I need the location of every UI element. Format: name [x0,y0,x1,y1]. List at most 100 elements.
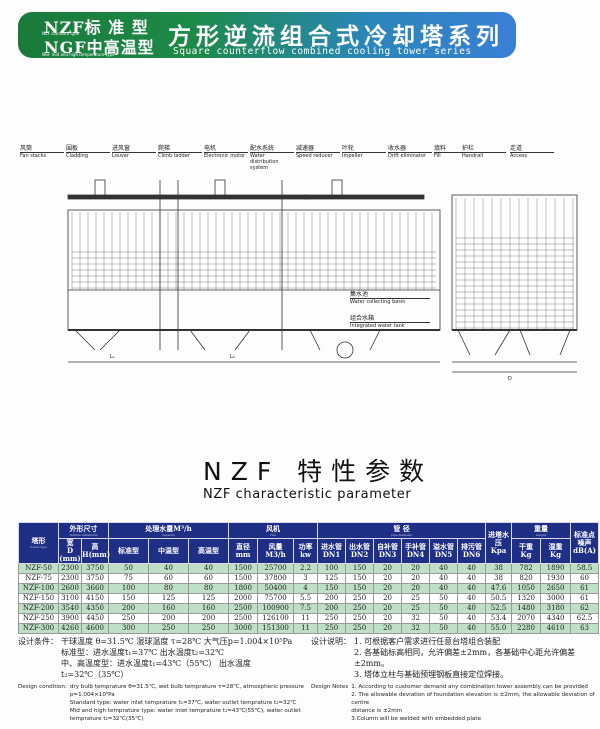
th-model: 塔形 Tower type [18,522,59,564]
table-cell: 25 [401,593,431,604]
table-cell: 160 [187,603,230,614]
table-cell: 4340 [540,613,572,624]
th-pipe: 管 径 pipe diameter [317,522,487,539]
design-condition-en-label: Design condition: [18,684,67,690]
table-cell: 2000 [228,593,259,604]
design-conditions: 设计条件： 干球温度 θ=31.5℃ 湿球温度 τ=28℃ 大气压p=1.004… [18,636,305,680]
table-cell: 20 [373,623,403,634]
table-cell: 7.5 [293,603,319,614]
design-condition-en: dry bulb temprature θ=31.5℃, wet bulb te… [69,684,304,722]
design-note-1: 1. 可根据客户需求进行任意台塔组合装配 [354,637,501,646]
tower-elevation-drawing: L₁ L₂ D [67,179,578,382]
th-std: 标准型 [108,538,149,564]
table-cell: 50 [429,613,459,624]
table-row: NZF-50 2300 3750 50 40 40 1500 25700 2.2 100 150 20… [18,563,600,574]
callout-label: 填料 Fill [434,146,478,159]
th-flow: 处理水量M³/h Capacity [107,522,230,539]
climb-ladders [159,180,283,350]
table-cell: 200 [108,603,149,614]
table-cell: 62.5 [570,613,600,624]
table-cell: 1800 [228,583,259,594]
table-cell: 32 [401,623,431,634]
callout-cn: 走道 [510,146,554,153]
table-cell: 50 [108,563,149,574]
table-cell: 300 [108,623,149,634]
callout-cn: 组合水箱 [350,316,430,323]
table-cell: 40 [187,563,230,574]
table-cell: NZF-100 [18,583,59,594]
table-cell: 1320 [511,593,542,604]
callout-label: 叶轮 Impeller [342,146,386,159]
table-cell: NZF-200 [18,603,59,614]
callout-cn: 护栏 [462,146,506,153]
callout-label: 减速器 Speed reducer [296,146,340,159]
table-cell: 5.5 [293,593,319,604]
table-cell: NZF-250 [18,613,59,624]
callout-en: Water distribution system [250,153,279,171]
table-cell: 50 [429,593,459,604]
th-pressure: 进塔水压 Kpa [485,522,513,564]
callout-en: Louver [112,153,130,159]
th-mid: 中温型 [148,538,189,564]
banner-title: 方形逆流组合式冷却塔系列 [168,23,504,50]
table-cell: 40 [457,613,487,624]
callout-en: Fan stacks [20,153,47,159]
support-legs [74,329,381,359]
table-cell: 47.6 [485,583,513,594]
table-cell: 3180 [540,603,572,614]
table-cell: 2650 [540,583,572,594]
table-cell: 1480 [511,603,542,614]
table-cell: 3750 [81,563,109,574]
dim-l1: L₁ [110,354,115,360]
table-cell: 60 [187,573,230,584]
fill-slats [71,212,436,290]
table-cell: 40 [429,583,459,594]
table-cell: 200 [317,593,347,604]
table-cell: 1500 [228,563,259,574]
table-cell: 52.5 [485,603,513,614]
table-row: NZF-250 3900 4450 250 200 200 2500 126100 11 250 2… [18,613,600,624]
table-row: NZF-300 4260 4600 300 250 250 3000 151300 11 250 2… [18,623,600,634]
table-cell: 58.5 [570,563,600,574]
table-cell: 150 [345,563,375,574]
table-cell: 782 [511,563,542,574]
table-cell: 50 [429,623,459,634]
design-note-3: 3. 塔体立柱与基础预埋钢板直接定位焊接。 [354,670,509,679]
table-cell: 4260 [58,623,82,634]
callout-cn: 叶轮 [342,146,386,153]
th-dim: 外形尺寸 Outline dimension [58,522,109,539]
th-dn5: 溢水管 DN5 [429,538,459,564]
th-weight: 重量 weight [511,522,572,539]
table-cell: 100900 [257,603,295,614]
callout-label: 走道 Access [510,146,554,159]
callout-label: 组合水箱 Integrated water tank [350,316,430,329]
th-noise: 标准点噪声dB(A) [570,522,600,564]
design-notes-en-block: Design Notes 1. According to customer de… [311,683,598,723]
table-cell: 20 [401,583,431,594]
callout-label: 进风窗 Louver [112,146,156,159]
table-cell: 151300 [257,623,295,634]
table-cell: 25700 [257,563,295,574]
table-cell: 40 [457,623,487,634]
callout-cn: 进风窗 [112,146,156,153]
table-cell: 80 [148,583,189,594]
banner-line2-en: NGF mid and high temperature type [42,52,115,57]
callout-label: 围板 Cladding [66,146,110,159]
table-cell: 250 [148,623,189,634]
section-title: NZF 特性参数 [203,457,434,486]
th-dn1: 进水管 DN1 [317,538,347,564]
table-row: NZF-200 3540 4350 200 160 160 2500 100900 7.5 200… [18,603,600,614]
table-cell: 200 [187,613,230,624]
callout-en: Drift eliminator [388,153,426,159]
table-cell: 20 [373,583,403,594]
th-dn2: 出水管 DN2 [345,538,375,564]
table-cell: 50400 [257,583,295,594]
table-cell: 100 [317,563,347,574]
section-subtitle: NZF characteristic parameter [203,487,412,502]
callout-label: 护栏 Handrail [462,146,506,159]
table-cell: 61 [570,593,600,604]
table-cell: 63 [570,623,600,634]
table-cell: 250 [345,603,375,614]
callout-label: 收水器 Drift eliminator [388,146,432,159]
callout-cn: 围板 [66,146,110,153]
